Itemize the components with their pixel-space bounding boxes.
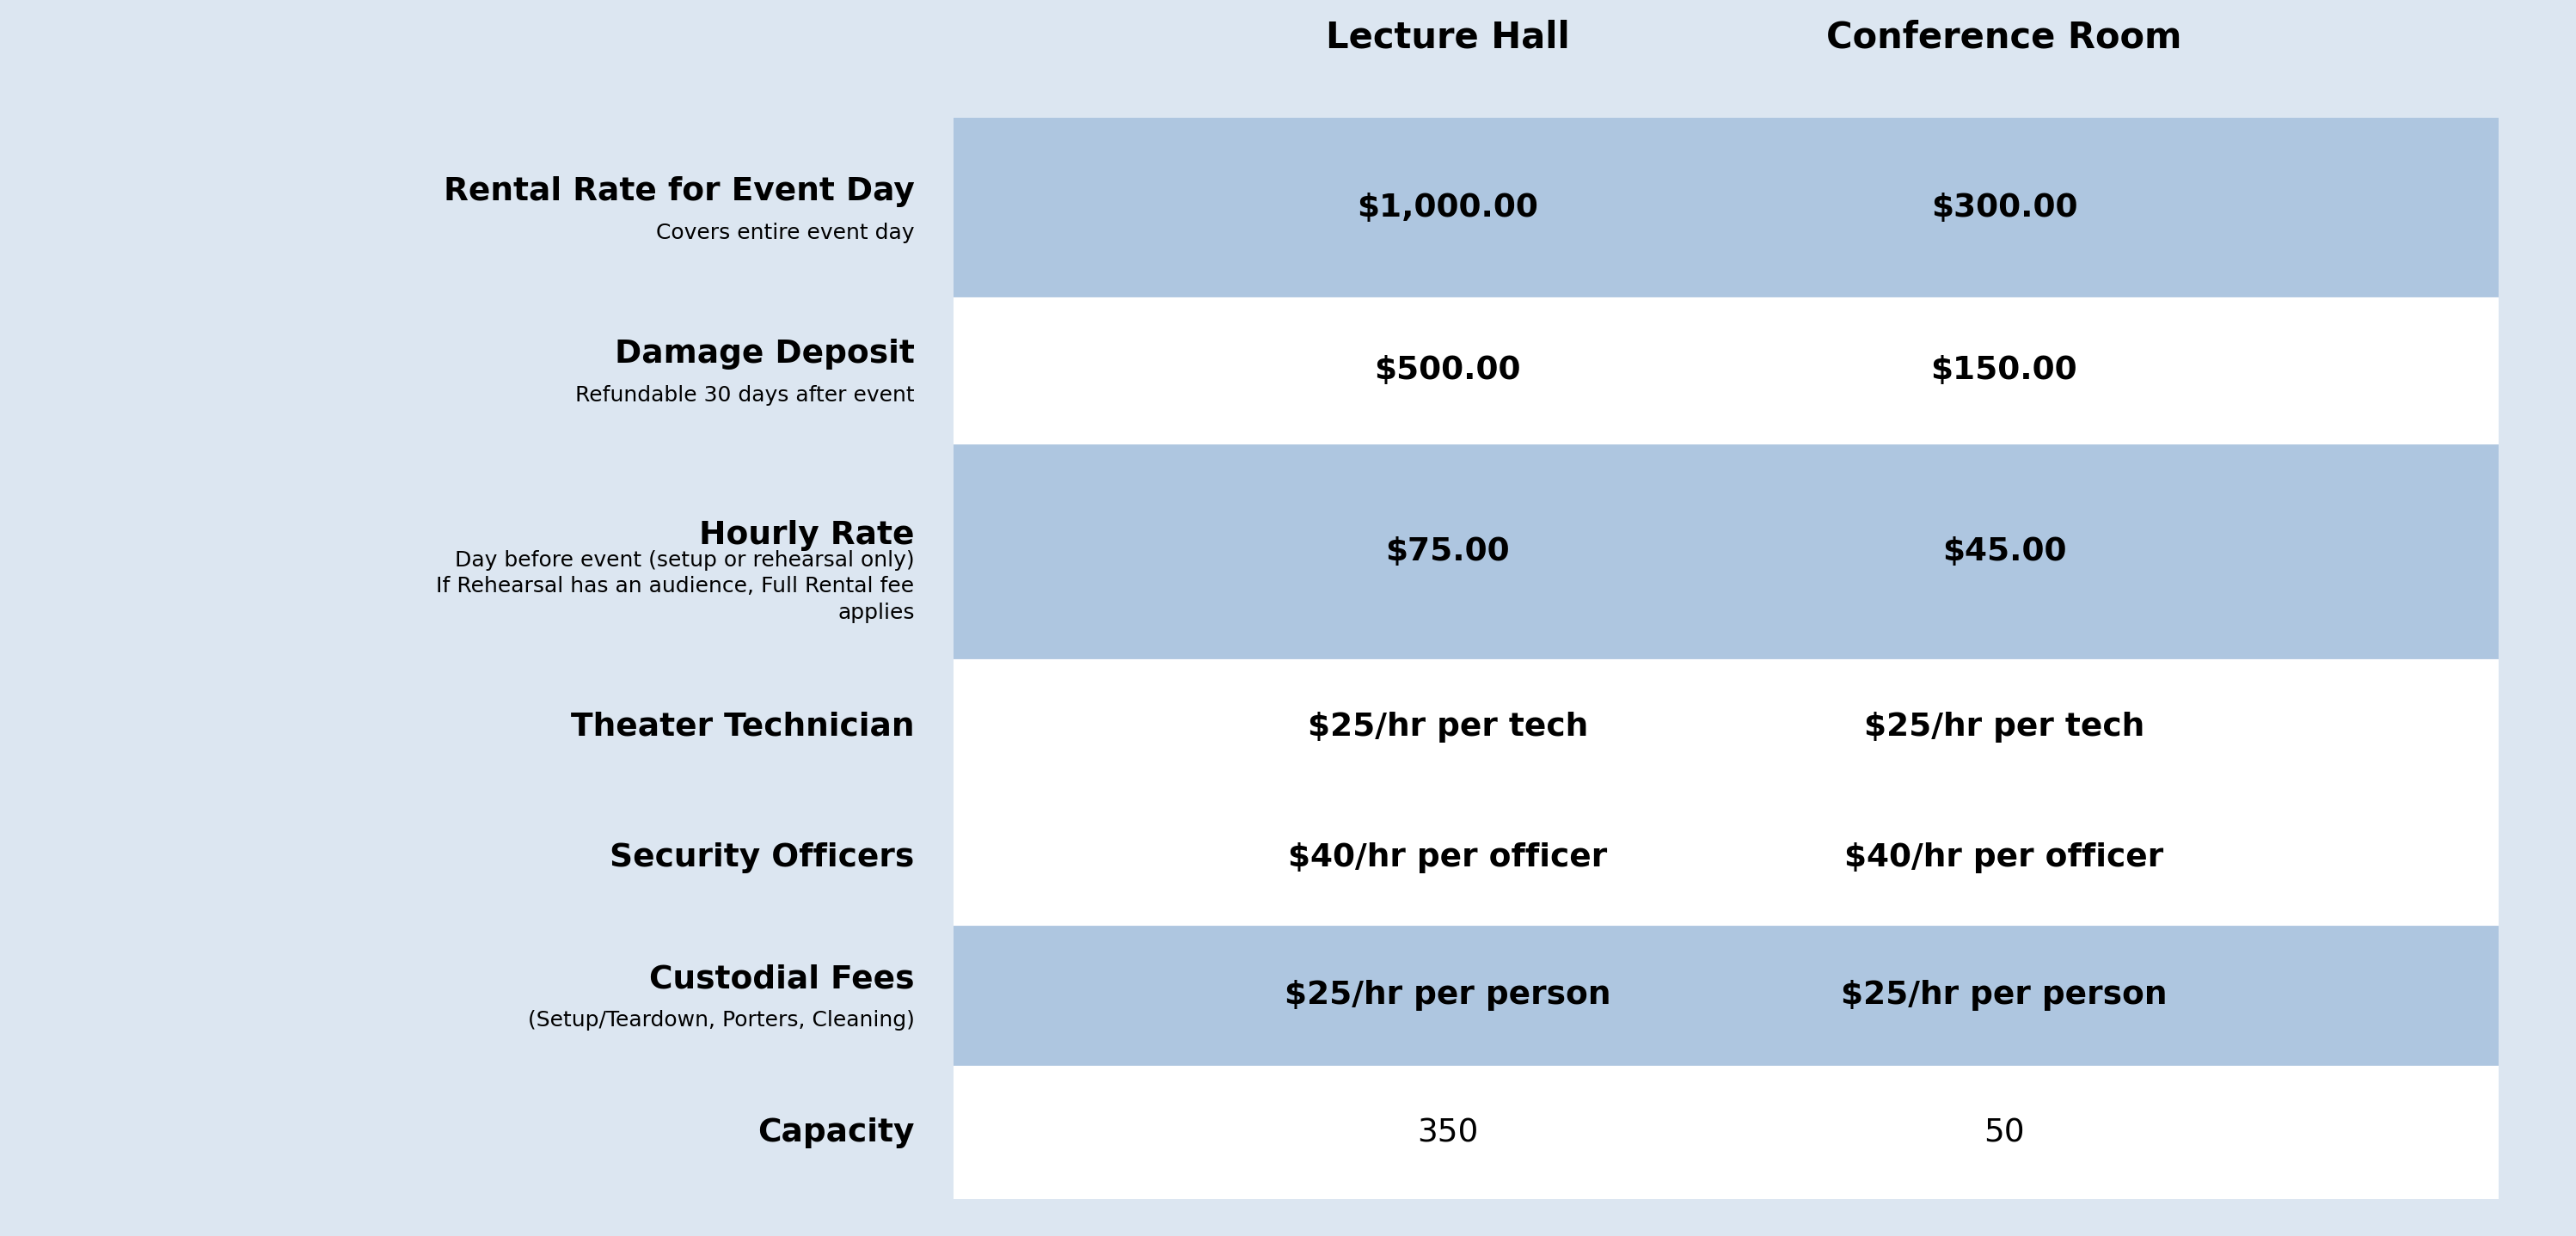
Text: $40/hr per officer: $40/hr per officer bbox=[1844, 843, 2164, 874]
Text: $500.00: $500.00 bbox=[1376, 355, 1520, 386]
Text: Lecture Hall: Lecture Hall bbox=[1327, 20, 1569, 56]
Bar bbox=[953, 923, 2499, 1068]
Text: $25/hr per tech: $25/hr per tech bbox=[1309, 712, 1587, 743]
Text: $25/hr per person: $25/hr per person bbox=[1285, 980, 1610, 1011]
Bar bbox=[953, 792, 2499, 923]
Text: Refundable 30 days after event: Refundable 30 days after event bbox=[574, 384, 914, 405]
Text: Rental Rate for Event Day: Rental Rate for Event Day bbox=[443, 177, 914, 208]
Text: $300.00: $300.00 bbox=[1932, 193, 2076, 224]
Bar bbox=[953, 442, 2499, 661]
Text: $45.00: $45.00 bbox=[1942, 536, 2066, 567]
Text: (Setup/Teardown, Porters, Cleaning): (Setup/Teardown, Porters, Cleaning) bbox=[528, 1010, 914, 1031]
Text: 350: 350 bbox=[1417, 1117, 1479, 1148]
Text: Custodial Fees: Custodial Fees bbox=[649, 964, 914, 995]
Text: $40/hr per officer: $40/hr per officer bbox=[1288, 843, 1607, 874]
Text: $1,000.00: $1,000.00 bbox=[1358, 193, 1538, 224]
Text: Theater Technician: Theater Technician bbox=[572, 712, 914, 743]
Bar bbox=[953, 661, 2499, 792]
Text: $75.00: $75.00 bbox=[1386, 536, 1510, 567]
Text: Security Officers: Security Officers bbox=[611, 843, 914, 874]
Text: Day before event (setup or rehearsal only)
If Rehearsal has an audience, Full Re: Day before event (setup or rehearsal onl… bbox=[435, 550, 914, 623]
Text: Damage Deposit: Damage Deposit bbox=[616, 339, 914, 370]
Text: Hourly Rate: Hourly Rate bbox=[698, 520, 914, 551]
Bar bbox=[953, 1068, 2499, 1199]
Bar bbox=[953, 299, 2499, 442]
Text: Covers entire event day: Covers entire event day bbox=[657, 222, 914, 243]
Bar bbox=[953, 117, 2499, 299]
Text: $150.00: $150.00 bbox=[1932, 355, 2076, 386]
Text: $25/hr per person: $25/hr per person bbox=[1842, 980, 2166, 1011]
Text: $25/hr per tech: $25/hr per tech bbox=[1865, 712, 2143, 743]
Text: Capacity: Capacity bbox=[757, 1117, 914, 1148]
Text: 50: 50 bbox=[1984, 1117, 2025, 1148]
Text: Conference Room: Conference Room bbox=[1826, 20, 2182, 56]
